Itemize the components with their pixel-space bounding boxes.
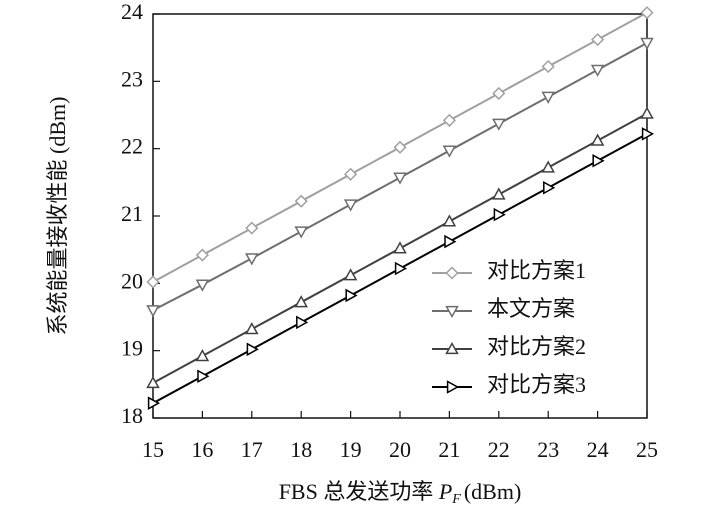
marker [147, 396, 161, 410]
y-tick-label: 20 [121, 268, 143, 293]
x-label-symbol: P [438, 479, 452, 504]
marker [344, 167, 358, 181]
marker [197, 369, 210, 384]
x-label-unit: (dBm) [464, 479, 521, 504]
x-tick-label: 17 [241, 437, 263, 462]
legend-marker [446, 380, 460, 394]
marker [641, 127, 655, 141]
legend-marker [445, 305, 459, 319]
marker [592, 154, 605, 168]
marker [146, 305, 160, 318]
x-tick-label: 19 [340, 437, 362, 462]
legend-marker [445, 266, 459, 280]
marker [294, 194, 308, 208]
y-tick-label: 18 [121, 403, 143, 428]
marker [541, 59, 555, 74]
legend-marker [445, 341, 459, 355]
y-tick-label: 22 [121, 134, 143, 159]
marker [442, 214, 457, 227]
x-tick-label: 18 [290, 437, 312, 462]
marker [640, 6, 654, 20]
y-tick-label: 23 [121, 66, 143, 91]
marker [343, 268, 358, 281]
marker [442, 145, 457, 158]
marker [146, 375, 160, 389]
marker [492, 118, 506, 131]
x-tick-label: 20 [389, 437, 411, 462]
x-tick-label: 25 [636, 437, 658, 462]
marker [541, 91, 555, 104]
marker [343, 199, 358, 212]
marker [442, 113, 456, 127]
marker [640, 106, 654, 119]
legend-label: 对比方案2 [487, 334, 586, 359]
x-tick-label: 16 [191, 437, 213, 462]
marker [245, 221, 259, 235]
marker [246, 342, 259, 357]
marker [541, 160, 555, 173]
marker [245, 322, 259, 335]
x-label-text: FBS 总发送功率 [279, 479, 434, 504]
marker [146, 275, 160, 289]
x-tick-label: 21 [438, 437, 460, 462]
marker [393, 241, 407, 254]
marker [195, 248, 209, 262]
marker [393, 172, 407, 185]
x-tick-label: 23 [537, 437, 559, 462]
x-tick-label: 22 [488, 437, 510, 462]
legend-label: 对比方案1 [487, 258, 586, 283]
marker [245, 253, 259, 266]
marker [294, 295, 308, 308]
legend-label: 对比方案3 [487, 372, 586, 397]
marker [640, 37, 654, 50]
legend-label: 本文方案 [487, 296, 575, 321]
y-tick-label: 24 [121, 0, 143, 24]
marker [393, 140, 407, 154]
x-tick-label: 24 [587, 437, 609, 462]
marker [296, 315, 309, 330]
marker [493, 207, 506, 222]
x-tick-label: 15 [142, 437, 164, 462]
y-axis-label: 系统能量接收性能 (dBm) [45, 97, 70, 336]
marker [590, 133, 605, 146]
x-axis-label: FBS 总发送功率 PF (dBm) [279, 479, 522, 507]
marker [195, 349, 210, 362]
marker [492, 187, 506, 200]
marker [591, 33, 605, 47]
marker [590, 64, 605, 77]
y-tick-label: 21 [121, 201, 143, 226]
marker [195, 279, 210, 292]
marker [444, 234, 457, 249]
x-label-subscript: F [451, 492, 461, 507]
marker [492, 86, 506, 101]
marker [294, 226, 308, 239]
y-tick-label: 19 [121, 336, 143, 361]
marker [345, 288, 358, 303]
marker [394, 261, 408, 276]
marker [543, 180, 556, 195]
